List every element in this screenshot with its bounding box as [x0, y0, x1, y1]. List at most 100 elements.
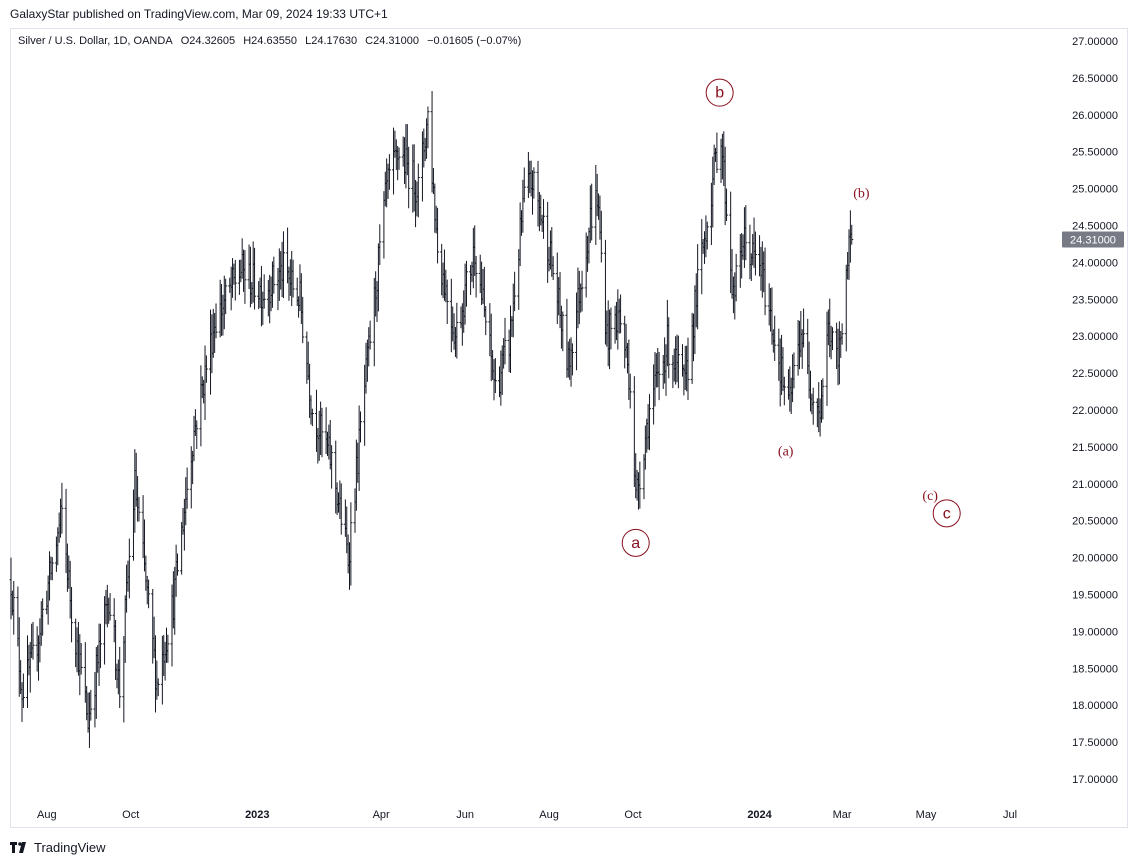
ohlc-bar [204, 355, 208, 383]
ohlc-bar [802, 308, 806, 348]
ohlc-bar [773, 315, 777, 362]
ohlc-bar [12, 580, 16, 635]
y-tick-label: 17.50000 [1072, 737, 1118, 749]
legend-symbol[interactable]: Silver / U.S. Dollar, 1D, OANDA [18, 35, 173, 47]
y-tick-label: 22.00000 [1072, 405, 1118, 417]
ohlc-bar [137, 496, 141, 522]
ohlc-bar [657, 351, 661, 401]
ohlc-bar [31, 621, 35, 660]
y-tick-label: 27.00000 [1072, 36, 1118, 48]
ohlc-bar [281, 231, 285, 299]
y-tick-label: 23.00000 [1072, 331, 1118, 343]
ohlc-bar [310, 408, 314, 427]
tradingview-logo-icon [10, 841, 26, 853]
ohlc-bar [416, 163, 420, 218]
wave-label-b-circle [705, 78, 734, 107]
ohlc-bar [686, 337, 690, 401]
ohlc-bar [330, 445, 334, 489]
ohlc-bar [464, 260, 468, 307]
y-tick-label: 18.50000 [1072, 663, 1118, 675]
ohlc-bar [272, 256, 276, 294]
wave-label-c: c [943, 505, 951, 522]
last-price-tag-background [1062, 231, 1124, 248]
x-tick-label: Oct [122, 809, 139, 821]
ohlc-bar [580, 270, 584, 312]
ohlc-bar [830, 327, 834, 351]
ohlc-bar [753, 231, 757, 276]
wave-label-a-sub: (a) [778, 445, 794, 460]
wave-label-a: a [631, 535, 640, 552]
x-tick-label: Jul [1003, 809, 1017, 821]
ohlc-bar [339, 483, 343, 535]
wave-label-a-circle [621, 528, 650, 557]
ohlc-bar [792, 352, 796, 389]
ohlc-bar [599, 210, 603, 263]
ohlc-bar [118, 646, 122, 708]
ohlc-bar [426, 106, 430, 149]
y-tick-label: 25.00000 [1072, 184, 1118, 196]
ohlc-bar [378, 224, 382, 266]
y-tick-label: 19.50000 [1072, 590, 1118, 602]
ohlc-bar [700, 219, 704, 295]
legend-close: C24.31000 [365, 35, 419, 47]
symbol-legend: Silver / U.S. Dollar, 1D, OANDA O24.3260… [18, 35, 526, 47]
ohlc-bar [185, 467, 189, 509]
ohlc-bar [840, 323, 844, 345]
y-tick-label: 22.50000 [1072, 368, 1118, 380]
y-tick-label: 20.00000 [1072, 553, 1118, 565]
ohlc-bar [397, 147, 401, 170]
wave-annotations: a b (a) (b) (c) c [621, 78, 961, 557]
ohlc-bar [262, 274, 266, 309]
wave-label-b-sub: (b) [853, 186, 870, 201]
ohlc-bar [243, 250, 247, 304]
ohlc-bar [50, 557, 54, 581]
ohlc-bar [542, 199, 546, 239]
ohlc-bar [98, 623, 102, 669]
y-tick-label: 21.00000 [1072, 479, 1118, 491]
ohlc-bar [484, 306, 488, 336]
ohlc-bar [513, 271, 517, 312]
legend-high: H24.63550 [243, 35, 298, 47]
x-tick-label: Oct [624, 809, 641, 821]
y-tick-label: 26.50000 [1072, 73, 1118, 85]
footer-branding[interactable]: TradingView [10, 838, 106, 856]
ohlc-bar [147, 579, 151, 609]
ohlc-bar [436, 207, 440, 264]
ohlc-bar [176, 553, 179, 576]
last-price-label: 24.31000 [1070, 235, 1116, 247]
price-axis[interactable]: 27.00000 26.50000 26.00000 25.50000 25.00000… [1072, 36, 1118, 786]
y-tick-label: 24.00000 [1072, 257, 1118, 269]
ohlc-bar [503, 317, 507, 365]
ohlc-bar [705, 221, 709, 250]
y-tick-label: 19.00000 [1072, 626, 1118, 638]
y-tick-label: 24.50000 [1072, 221, 1118, 233]
chart-frame [10, 28, 1128, 828]
ohlc-bar [455, 302, 459, 359]
x-tick-label: Jun [456, 809, 474, 821]
x-tick-label: Aug [539, 809, 559, 821]
ohlc-bar [108, 593, 112, 621]
ohlc-bar [60, 482, 64, 534]
last-price-tag: 24.31000 [1062, 231, 1124, 248]
x-tick-label: May [916, 809, 937, 821]
ohlc-bar [551, 256, 555, 281]
wave-label-b: b [715, 85, 724, 102]
ohlc-bar [821, 378, 825, 420]
ohlc-bar [79, 642, 83, 675]
y-tick-label: 23.50000 [1072, 294, 1118, 306]
time-axis[interactable]: Aug Oct 2023 Apr Jun Aug Oct 2024 Mar May Jul [37, 809, 1017, 821]
ohlc-bar [474, 256, 478, 298]
x-tick-label: Mar [833, 809, 852, 821]
ohlc-bar [647, 394, 651, 451]
ohlc-bar [782, 376, 786, 406]
y-tick-label: 18.00000 [1072, 700, 1118, 712]
ohlc-bar [359, 411, 363, 443]
ohlc-bar [253, 247, 257, 310]
ohlc-bar [21, 673, 25, 709]
ohlc-bar [349, 502, 353, 586]
ohlc-bar [725, 188, 729, 222]
y-tick-label: 20.50000 [1072, 516, 1118, 528]
wave-label-c-circle [932, 499, 961, 528]
x-tick-label: 2023 [245, 809, 269, 821]
